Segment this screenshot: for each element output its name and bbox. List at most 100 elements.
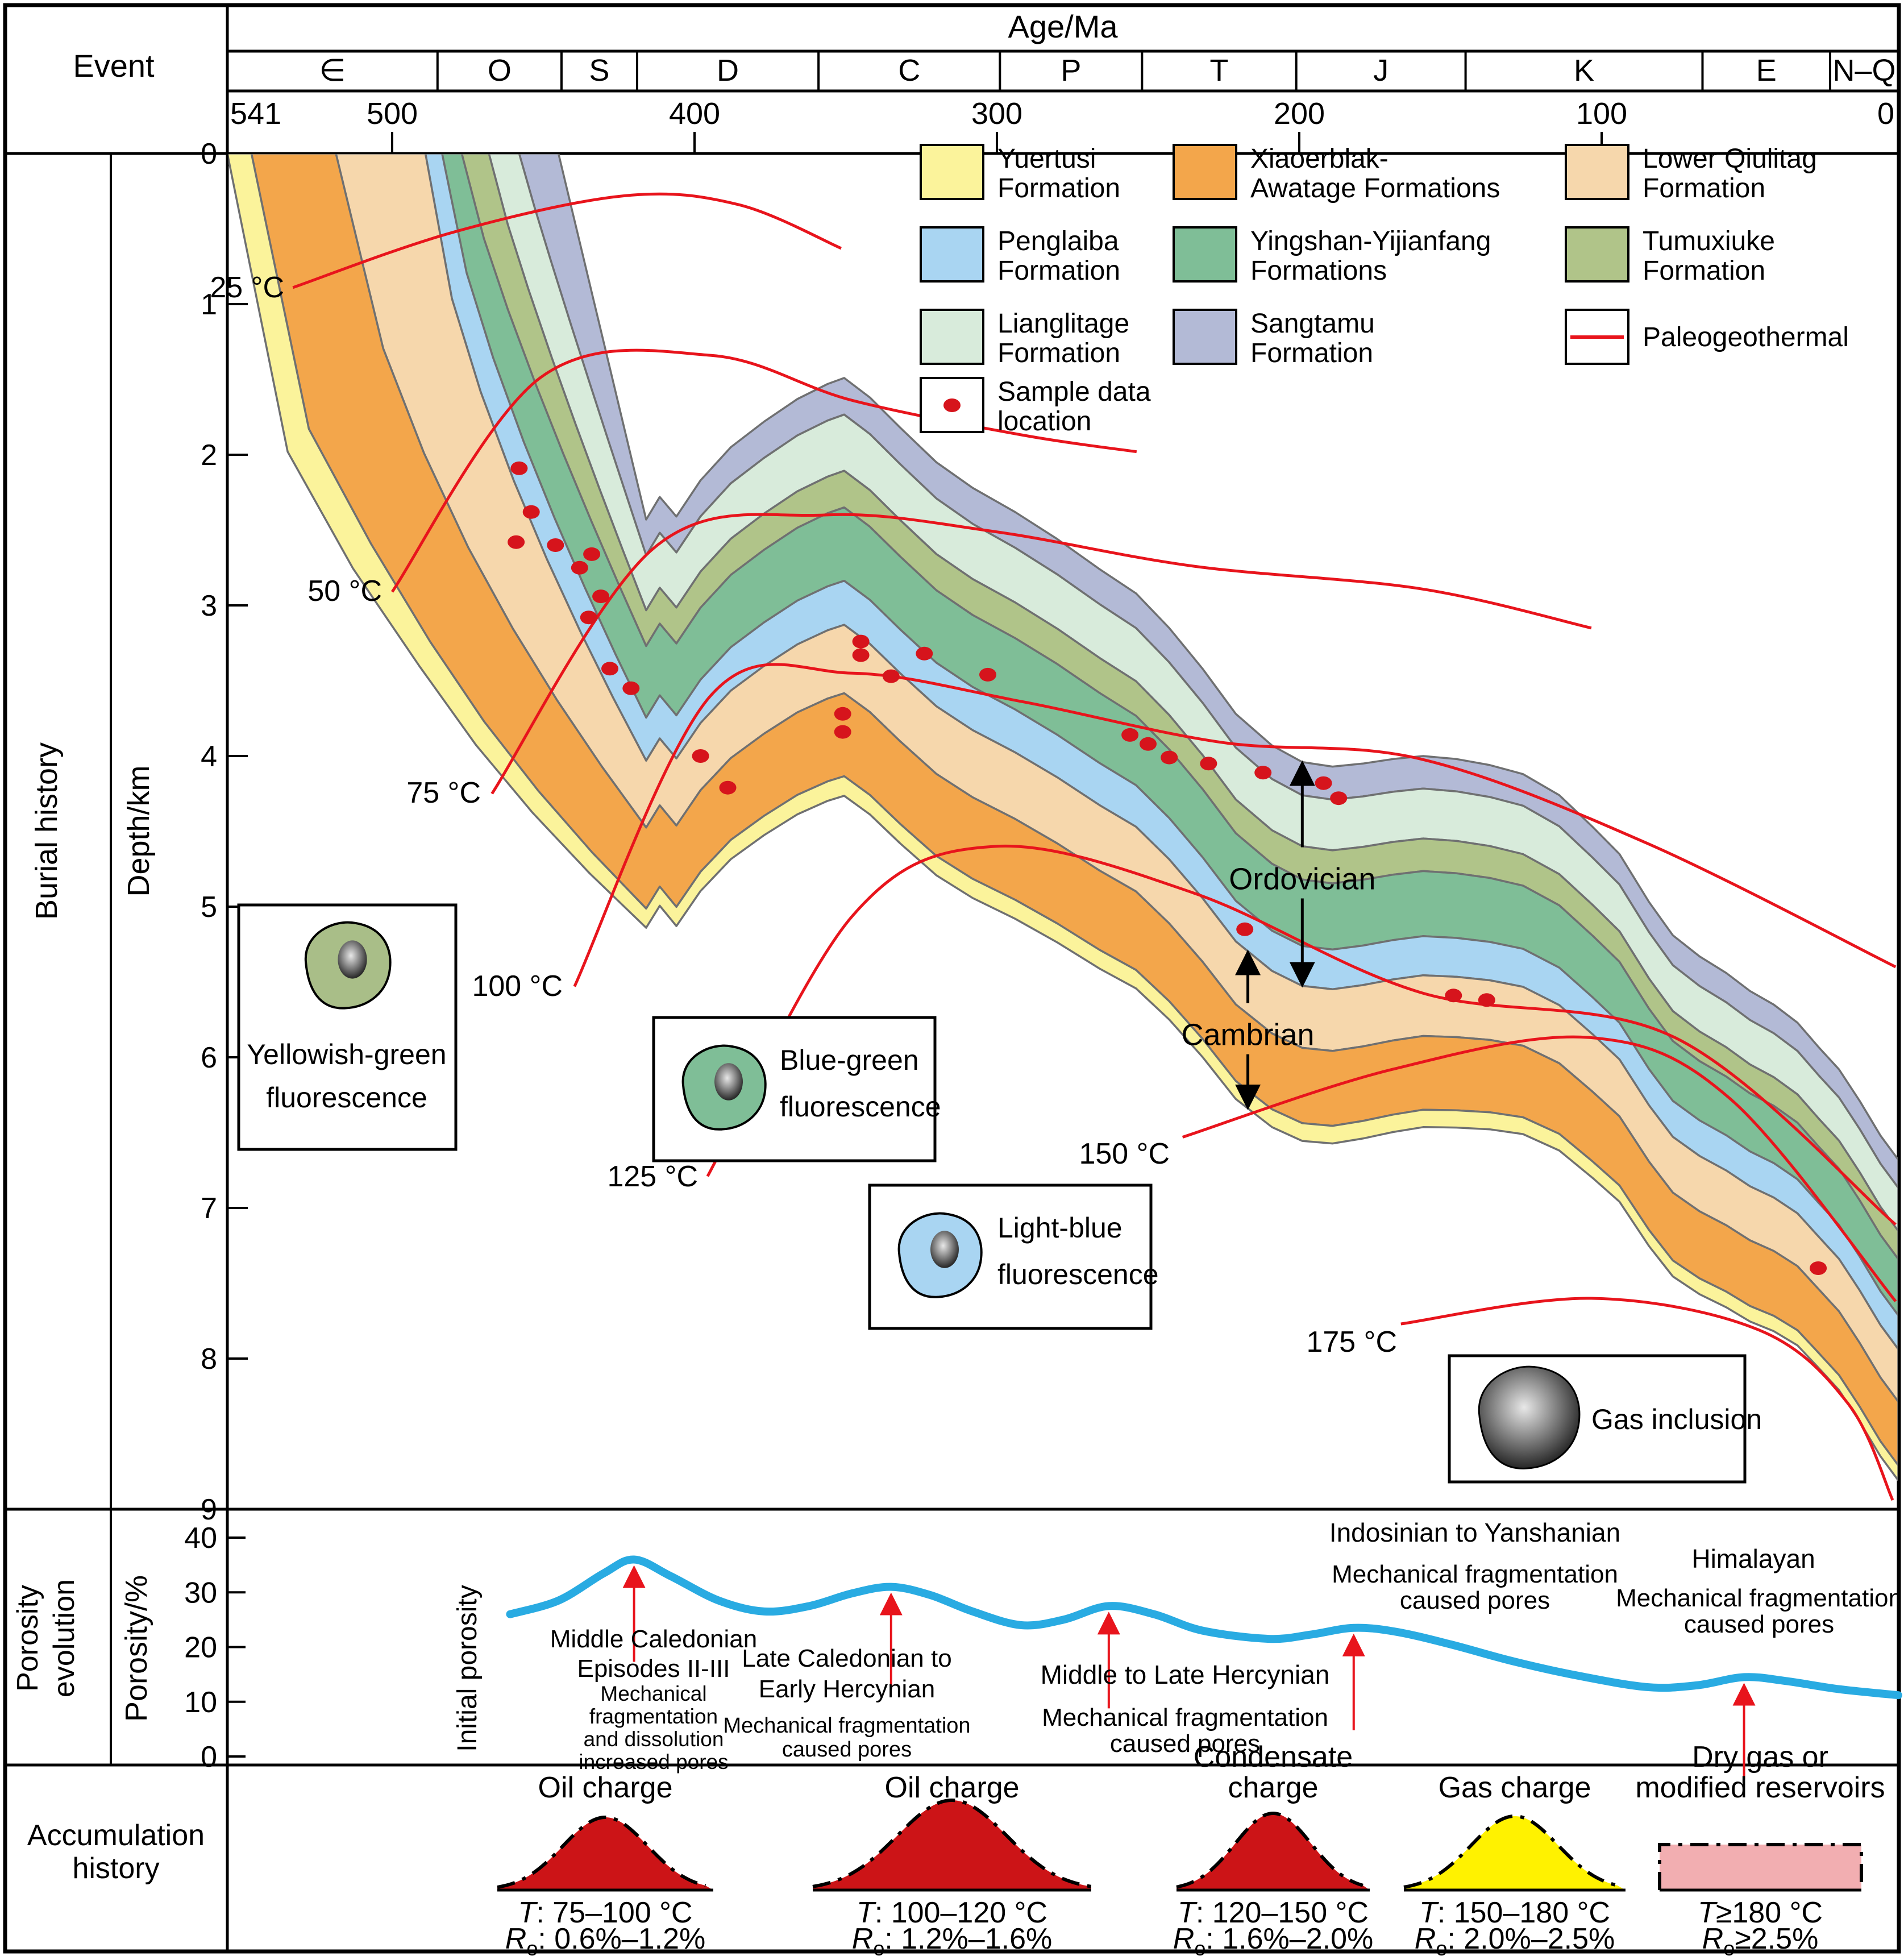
porosity-annotation-title: Indosinian to Yanshanian (1329, 1518, 1620, 1547)
isotherm-25°C (292, 192, 842, 289)
depth-tick-label: 4 (201, 740, 217, 773)
ro-range-label: Ro: 1.6%–2.0% (1173, 1922, 1373, 1956)
sample-dot (1315, 776, 1332, 790)
depth-tick-label: 9 (201, 1493, 217, 1526)
sample-dot (852, 648, 870, 662)
period-label-5: P (1061, 53, 1081, 88)
porosity-annotation-body: increased pores (579, 1750, 728, 1774)
age-tick-label: 0 (1877, 97, 1894, 131)
period-label-3: D (717, 53, 739, 88)
isotherm-75°C (490, 513, 1592, 795)
sample-dot (508, 535, 525, 549)
sample-dot (692, 749, 709, 763)
porosity-annotation-title: Early Hercynian (759, 1675, 936, 1703)
porosity-annotation-title: Episodes II-III (577, 1655, 730, 1683)
porosity-tick-label: 0 (201, 1741, 217, 1774)
annotation-box-label: Yellowish-green (247, 1039, 446, 1070)
depth-tick-label: 0 (201, 138, 217, 171)
porosity-row-label-line: evolution (48, 1579, 81, 1697)
legend-label: Formation (997, 256, 1120, 286)
legend-label: Lianglitage (997, 309, 1129, 339)
sample-dot (1254, 766, 1272, 780)
depth-tick-label: 2 (201, 439, 217, 472)
legend-label: Formation (1643, 256, 1765, 286)
charge-bump-outline (1176, 1811, 1363, 1889)
period-label-7: J (1373, 53, 1388, 88)
porosity-annotation-body: caused pores (1400, 1587, 1550, 1614)
sample-dot (580, 611, 597, 625)
porosity-row-label: Porosity evolution (11, 1579, 81, 1697)
dry-gas-rect (1660, 1845, 1861, 1890)
sample-dot (1330, 791, 1348, 805)
legend-swatch (920, 226, 984, 283)
sample-dot (622, 681, 640, 695)
paleogeothermal-lines (292, 192, 1897, 1501)
legend-label: Paleogeothermal (1643, 322, 1849, 352)
gas-bubble-icon (930, 1231, 959, 1268)
charge-bump-outline (1403, 1814, 1618, 1889)
sample-dot (1200, 757, 1217, 771)
legend-label: Awatage Formations (1250, 173, 1500, 204)
dry-gas-outline (1658, 1843, 1863, 1890)
legend-swatch (1565, 144, 1629, 200)
age-tick-label: 300 (971, 97, 1022, 131)
period-label-10: N–Q (1832, 53, 1895, 88)
temp-label-125°C: 125 °C (607, 1160, 698, 1193)
burial-panel: Burial history Depth/km 0 1 2 3 4 5 6 7 8 9 25 °C… (30, 138, 1898, 1526)
temp-label-100°C: 100 °C (472, 970, 563, 1003)
sample-dot (1121, 728, 1139, 742)
charge-title: Gas charge (1439, 1771, 1591, 1804)
temp-label-50°C: 50 °C (307, 575, 382, 608)
porosity-annotation-title: Middle Caledonian (550, 1625, 757, 1653)
gas-inclusion-blob (1478, 1365, 1581, 1469)
temp-label-75°C: 75 °C (406, 776, 481, 809)
sample-dot (547, 538, 564, 552)
porosity-tick-label: 10 (184, 1686, 217, 1719)
period-label-2: S (589, 53, 609, 88)
annotation-boxes: Yellowish-green fluorescence Blue-green flu… (237, 903, 1762, 1484)
temperature-range-label: T: 100–120 °C (857, 1896, 1047, 1929)
period-label-6: T (1210, 53, 1229, 88)
legend-label: Xiaoerblak- (1250, 144, 1388, 174)
legend-swatch (920, 144, 984, 200)
temperature-range-label: T: 120–150 °C (1178, 1896, 1369, 1929)
legend-label: location (997, 406, 1091, 437)
band-yuertusi (228, 154, 1898, 1481)
porosity-annotation-body: Mechanical (600, 1682, 706, 1705)
porosity-annotation-body: caused pores (782, 1738, 912, 1762)
porosity-annotation-body: and dissolution (584, 1727, 724, 1751)
legend-label: Formation (997, 173, 1120, 204)
charge-title: Oil charge (885, 1771, 1020, 1804)
isotherm-150°C (1182, 1035, 1897, 1302)
legend-swatch (1565, 226, 1629, 283)
accumulation-row-label-line: Accumulation (27, 1819, 205, 1852)
temperature-range-label: T≥180 °C (1698, 1896, 1823, 1929)
isotherm-50°C (390, 348, 1137, 593)
porosity-axis-label: Porosity/% (119, 1575, 153, 1722)
age-tick-label: 500 (367, 97, 418, 131)
legend-label: Penglaiba (997, 226, 1119, 256)
temperature-range-label: T: 150–180 °C (1419, 1896, 1610, 1929)
porosity-curve (506, 1555, 1902, 1700)
depth-axis: 0 1 2 3 4 5 6 7 8 9 (201, 138, 248, 1526)
ro-range-label: Ro: 1.2%–1.6% (852, 1922, 1052, 1956)
sample-dot-icon (943, 398, 961, 412)
charge-events: Oil charge T: 75–100 °CRo: 0.6%–1.2% Oil c… (497, 1741, 1885, 1956)
sample-dot (719, 780, 737, 795)
legend-swatch (1173, 144, 1237, 200)
depth-axis-label: Depth/km (122, 765, 156, 896)
depth-tick-label: 7 (201, 1192, 217, 1225)
gas-bubble-icon (714, 1063, 743, 1100)
stratigraphic-span-arrows: Ordovician Cambrian (1182, 760, 1375, 1110)
period-row: ∈ O S D C P T J K E N–Q (319, 51, 1899, 91)
age-tick-row: 541 500 400 300 200 100 0 (230, 97, 1894, 152)
period-label-4: C (898, 53, 920, 88)
charge-bump (813, 1800, 1091, 1890)
charge-bump-outline (812, 1798, 1092, 1888)
porosity-annotation-body: fragmentation (589, 1705, 718, 1728)
legend-label: Tumuxiuke (1643, 226, 1775, 256)
sample-dot (979, 667, 996, 682)
